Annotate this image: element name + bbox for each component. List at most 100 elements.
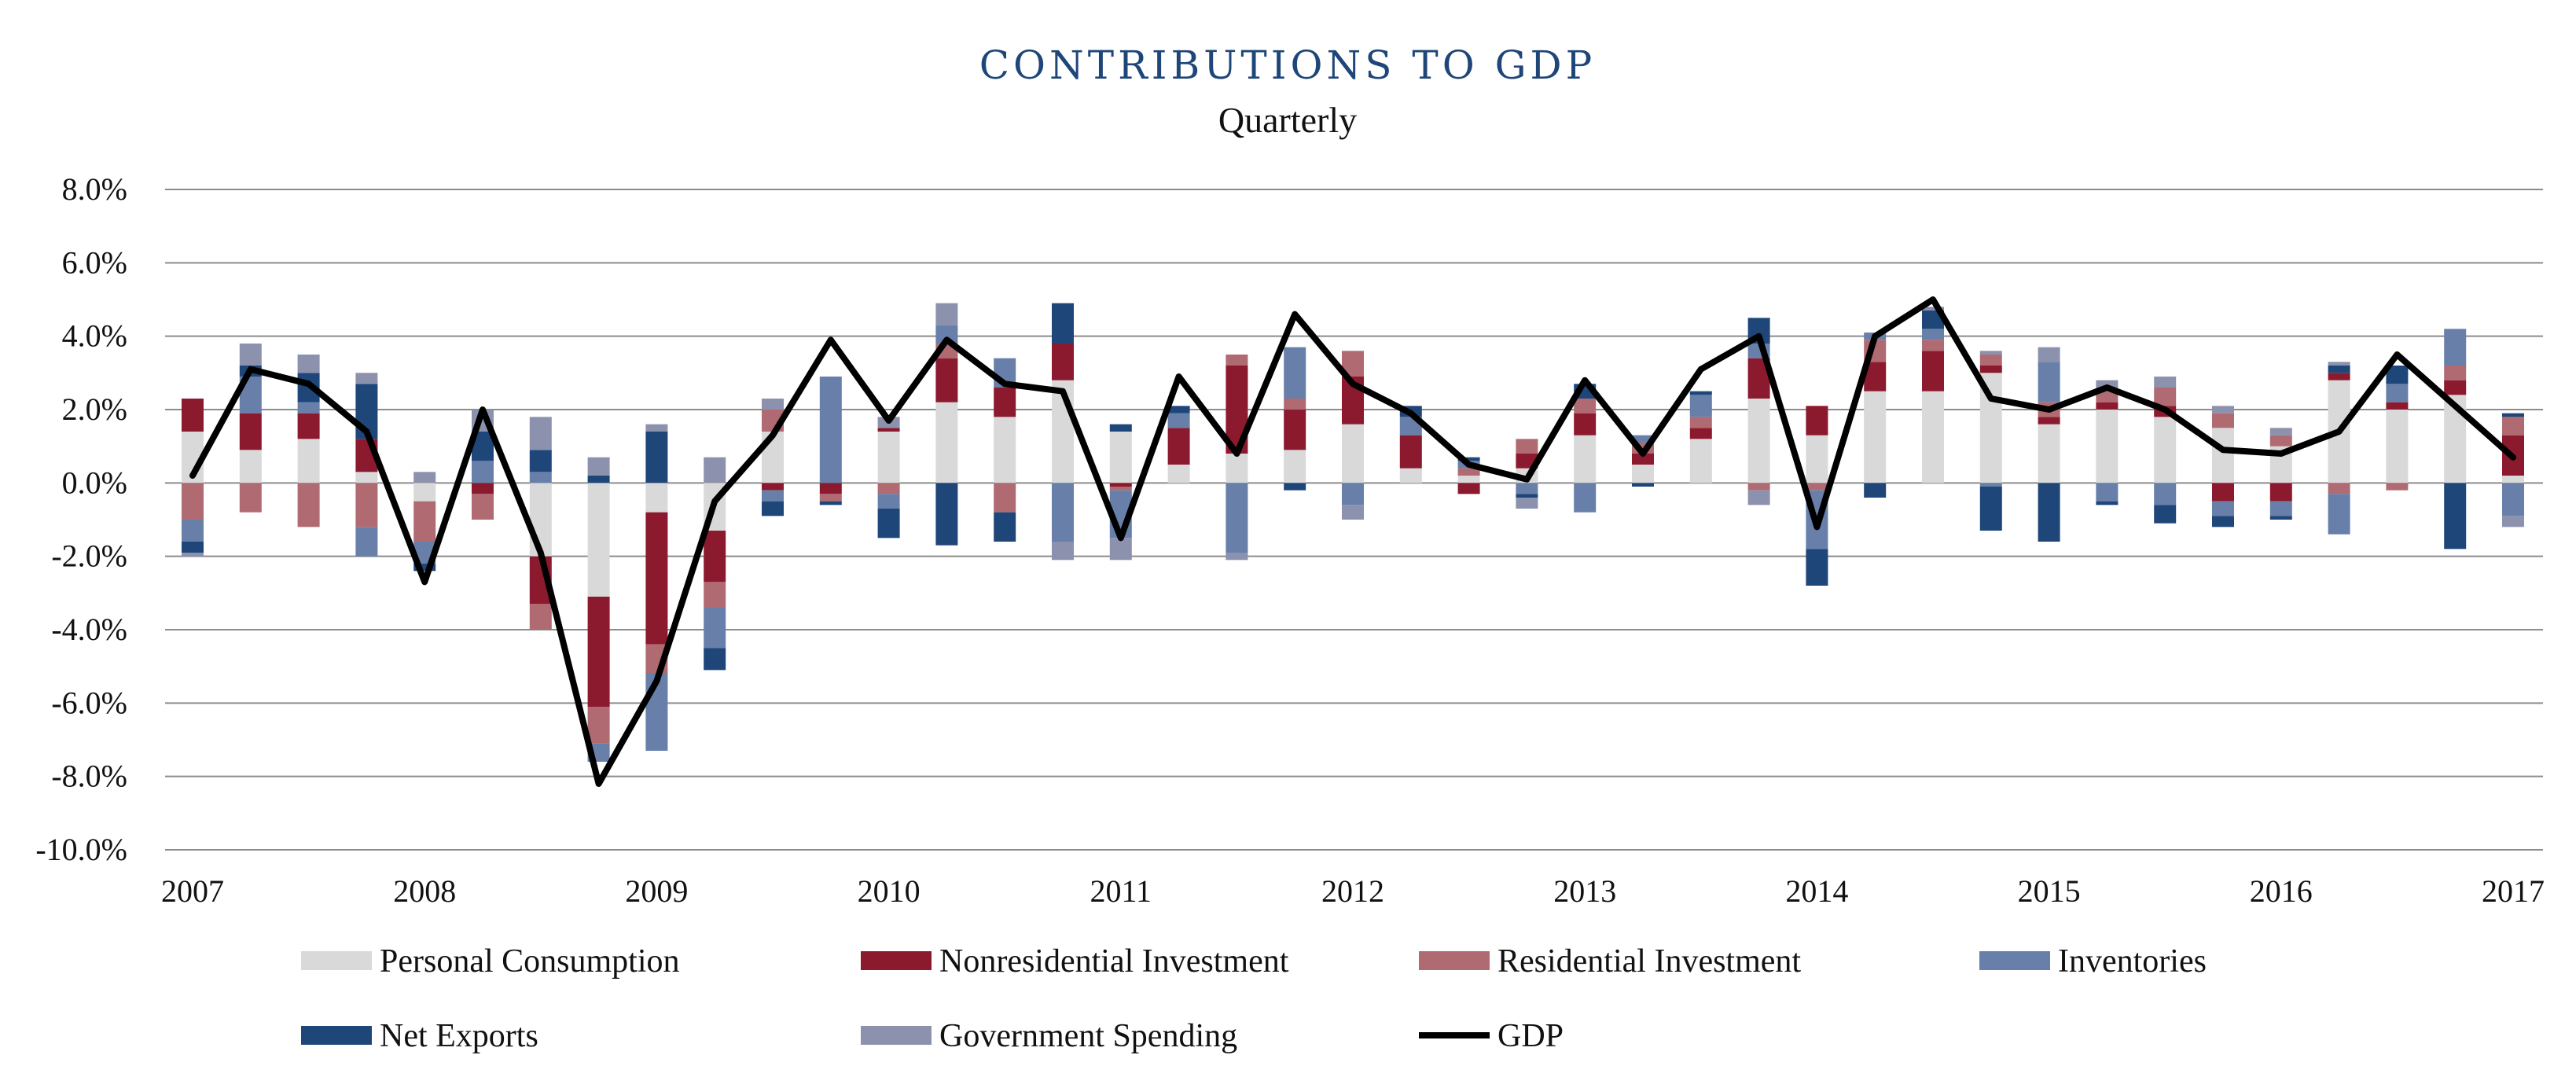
bar-segment-inventories xyxy=(2154,483,2177,505)
bar-segment-personal-consumption xyxy=(587,483,610,597)
bar-segment-government-spending xyxy=(762,399,784,410)
bar-segment-inventories xyxy=(529,472,552,483)
bar-segment-personal-consumption xyxy=(1806,435,1828,483)
bar-segment-government-spending xyxy=(1109,538,1132,561)
bar-segment-inventories xyxy=(355,527,378,557)
bar-segment-inventories xyxy=(1226,483,1248,553)
legend-label-nonresidential-investment: Nonresidential Investment xyxy=(939,943,1289,980)
bar-segment-government-spending xyxy=(2038,347,2060,362)
bar-segment-net-exports xyxy=(1979,487,2002,531)
bar-segment-net-exports xyxy=(877,509,900,538)
bar-segment-inventories xyxy=(1574,483,1597,513)
bar-segment-personal-consumption xyxy=(297,439,320,483)
x-tick-label: 2014 xyxy=(1785,873,1848,909)
bar-segment-residential-investment xyxy=(2386,483,2409,491)
bar-segment-residential-investment xyxy=(2096,391,2118,402)
bar-segment-personal-consumption xyxy=(1864,391,1887,483)
bar-segment-net-exports xyxy=(1516,494,1538,498)
bar-segment-inventories xyxy=(2038,362,2060,402)
legend-swatch-government-spending xyxy=(861,1026,932,1045)
bar-segment-residential-investment xyxy=(1574,399,1597,414)
y-tick-label: -6.0% xyxy=(51,685,127,720)
bar-segment-nonresidential-investment xyxy=(1109,483,1132,487)
legend-label-inventories: Inventories xyxy=(2058,943,2207,980)
bar-segment-inventories xyxy=(2386,384,2409,402)
bar-segment-net-exports xyxy=(819,501,842,505)
bar-segment-nonresidential-investment xyxy=(877,428,900,432)
bar-segment-nonresidential-investment xyxy=(1399,435,1422,469)
bar-segment-nonresidential-investment xyxy=(1922,351,1944,391)
bar-segment-personal-consumption xyxy=(1922,391,1944,483)
bar-segment-personal-consumption xyxy=(1747,399,1770,483)
bar-segment-government-spending xyxy=(1342,505,1364,520)
bar-segment-inventories xyxy=(1167,413,1190,428)
bar-segment-personal-consumption xyxy=(1574,435,1597,483)
bar-segment-net-exports xyxy=(1109,424,1132,432)
legend-swatch-net-exports xyxy=(301,1026,372,1045)
bar-segment-net-exports xyxy=(1052,303,1074,344)
bar-segment-net-exports xyxy=(935,483,958,546)
bar-segment-government-spending xyxy=(1922,307,1944,311)
bar-segment-personal-consumption xyxy=(413,483,436,502)
bar-segment-net-exports xyxy=(587,476,610,483)
bar-segment-government-spending xyxy=(1747,490,1770,505)
bar-segment-nonresidential-investment xyxy=(1167,428,1190,465)
bar-segment-residential-investment xyxy=(2154,388,2177,406)
y-tick-label: -10.0% xyxy=(35,832,127,867)
chart-subtitle: Quarterly xyxy=(1218,100,1357,140)
bar-segment-nonresidential-investment xyxy=(1574,413,1597,436)
y-axis-ticks: 8.0% 6.0% 4.0% 2.0% 0.0% -2.0% -4.0% -6.0% -8.0%… xyxy=(35,171,127,867)
bar-segment-personal-consumption xyxy=(1226,454,1248,483)
legend-label-net-exports: Net Exports xyxy=(380,1018,538,1054)
bar-segment-nonresidential-investment xyxy=(2096,402,2118,410)
bar-segment-residential-investment xyxy=(2269,435,2292,447)
y-tick-label: 8.0% xyxy=(62,171,127,207)
bar-segment-net-exports xyxy=(2038,483,2060,542)
bar-segment-net-exports xyxy=(2502,413,2524,417)
y-tick-label: 2.0% xyxy=(62,391,127,427)
bar-segment-government-spending xyxy=(413,472,436,483)
bar-segment-personal-consumption xyxy=(2096,410,2118,483)
bar-segment-personal-consumption xyxy=(239,450,262,483)
bar-segment-nonresidential-investment xyxy=(1689,428,1712,439)
bar-segment-government-spending xyxy=(587,457,610,476)
bar-segment-personal-consumption xyxy=(935,402,958,483)
bar-segment-nonresidential-investment xyxy=(297,413,320,439)
bar-segment-residential-investment xyxy=(2502,417,2524,436)
bar-segment-residential-investment xyxy=(819,494,842,502)
bar-segment-nonresidential-investment xyxy=(472,483,494,494)
bar-segment-government-spending xyxy=(1979,351,2002,355)
bar-segment-inventories xyxy=(2328,494,2350,535)
bar-segment-residential-investment xyxy=(472,494,494,520)
bar-segment-personal-consumption xyxy=(2212,428,2234,483)
bar-segment-inventories xyxy=(704,608,726,649)
bar-segment-nonresidential-investment xyxy=(2328,373,2350,380)
bar-segment-nonresidential-investment xyxy=(819,483,842,494)
bar-segment-personal-consumption xyxy=(1399,468,1422,483)
bar-segment-nonresidential-investment xyxy=(935,358,958,402)
bar-segment-residential-investment xyxy=(239,483,262,513)
bar-segment-inventories xyxy=(2269,501,2292,516)
bar-segment-government-spending xyxy=(2502,516,2524,527)
legend-label-gdp: GDP xyxy=(1497,1018,1564,1054)
bar-segment-nonresidential-investment xyxy=(1632,454,1654,465)
bar-segment-nonresidential-investment xyxy=(704,531,726,583)
bar-segment-government-spending xyxy=(2212,406,2234,414)
bar-segment-nonresidential-investment xyxy=(239,413,262,450)
bar-segment-inventories xyxy=(472,461,494,483)
bar-segment-residential-investment xyxy=(877,483,900,494)
bar-segment-inventories xyxy=(2096,483,2118,502)
bar-segment-residential-investment xyxy=(1922,340,1944,351)
bar-segment-government-spending xyxy=(355,373,378,384)
chart-title: CONTRIBUTIONS TO GDP xyxy=(979,42,1597,88)
bar-segment-inventories xyxy=(1342,483,1364,505)
bar-segment-personal-consumption xyxy=(994,417,1016,483)
gdp-line xyxy=(189,296,2516,787)
bar-segment-personal-consumption xyxy=(1109,432,1132,483)
bar-segment-government-spending xyxy=(2269,428,2292,436)
x-tick-label: 2009 xyxy=(625,873,688,909)
bar-segment-net-exports xyxy=(182,542,204,553)
bar-segment-nonresidential-investment xyxy=(994,388,1016,417)
x-tick-label: 2017 xyxy=(2482,873,2545,909)
